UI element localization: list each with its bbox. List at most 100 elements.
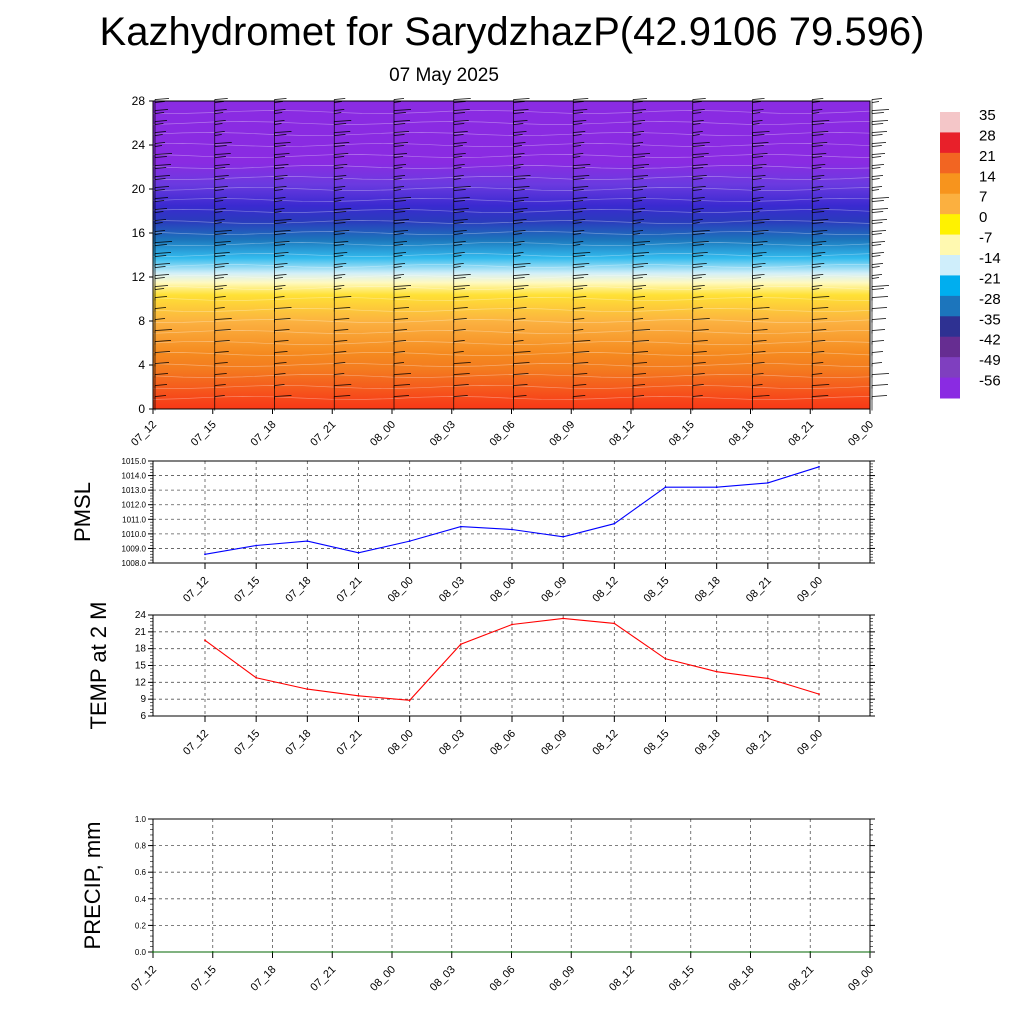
wind-barb-flag (334, 153, 349, 155)
isoline (152, 121, 871, 125)
wind-barb-flag (214, 178, 225, 180)
wind-barb-flag (812, 288, 820, 290)
wind-barb-flag (214, 175, 229, 177)
wind-barb-flag (453, 277, 466, 279)
wind-barb-flag (393, 120, 411, 122)
isoline (152, 176, 871, 180)
wind-barb-flag (871, 219, 888, 221)
wind-barb-flag (513, 241, 525, 243)
temp-y-tick-label: 18 (135, 644, 147, 655)
wind-barb-flag (573, 288, 584, 290)
wind-barb-flag (871, 285, 890, 287)
wind-barb-flag (573, 142, 585, 144)
pmsl-y-tick-label: 1013.0 (122, 486, 147, 495)
pmsl-x-tick-label: 08_00 (386, 575, 416, 605)
wind-barb-flag (632, 288, 643, 290)
wind-barb-flag (274, 277, 283, 279)
wind-barb-flag (632, 233, 641, 235)
wind-barb-flag (334, 112, 342, 114)
wind-barb-flag (453, 189, 466, 191)
wind-barb-flag (692, 255, 704, 257)
page-title: Kazhydromet for SarydzhazP(42.9106 79.59… (99, 10, 925, 54)
wind-barb-flag (393, 274, 405, 276)
wind-barb-flag (573, 252, 591, 254)
wind-barb-flag (752, 318, 769, 320)
wind-barb-flag (334, 197, 345, 199)
wind-barb-flag (393, 296, 411, 298)
temp-y-tick-label: 6 (140, 711, 146, 722)
pmsl-data-point (613, 522, 616, 525)
cross-section-x-tick-label: 08_12 (607, 419, 637, 449)
wind-barb-flag (573, 145, 581, 147)
wind-barb-flag (393, 186, 405, 188)
isoline (152, 165, 871, 169)
precip-data-point (689, 951, 692, 953)
wind-barb-flag (513, 123, 524, 125)
wind-barb-flag (274, 255, 285, 257)
wind-barb-flag (513, 384, 528, 386)
wind-barb-flag (632, 362, 648, 364)
temp-y-tick-label: 15 (135, 661, 147, 672)
wind-barb-flag (632, 244, 645, 246)
wind-barb-flag (214, 112, 224, 114)
wind-barb-flag (752, 384, 763, 386)
colorbar-label: 7 (979, 189, 987, 206)
wind-barb-flag (453, 296, 469, 298)
wind-barb-flag (154, 373, 169, 375)
wind-barb-flag (214, 307, 225, 309)
wind-barb-flag (513, 307, 527, 309)
wind-barb-flag (154, 329, 173, 331)
wind-barb-flag (692, 98, 706, 100)
wind-barb-flag (513, 98, 530, 100)
precip-data-point (331, 951, 334, 953)
wind-barb-flag (393, 277, 402, 279)
wind-barb-flag (393, 101, 402, 103)
wind-barb-flag (871, 167, 881, 169)
wind-barb-flag (871, 233, 882, 235)
wind-barb-flag (154, 112, 165, 114)
wind-barb-flag (453, 164, 465, 166)
wind-barb-flag (393, 112, 406, 114)
wind-barb-flag (692, 285, 705, 287)
wind-barb-flag (812, 244, 823, 246)
wind-barb-flag (453, 186, 471, 188)
wind-barb-flag (513, 131, 527, 133)
pmsl-data-point (306, 540, 309, 542)
wind-barb-flag (752, 230, 769, 232)
wind-barb-flag (871, 211, 884, 213)
colorbar-label: 0 (979, 209, 987, 226)
wind-barb-flag (274, 175, 288, 177)
wind-barb-flag (573, 219, 586, 221)
wind-barb-flag (214, 384, 226, 386)
wind-barb-flag (513, 285, 529, 287)
wind-barb-flag (632, 329, 651, 331)
wind-barb-flag (393, 362, 405, 364)
pmsl-y-tick-label: 1015.0 (122, 457, 147, 466)
isoline (152, 143, 871, 147)
wind-barb-flag (334, 189, 342, 191)
wind-barb-flag (871, 395, 888, 397)
wind-barb-flag (752, 211, 760, 213)
wind-barb-flag (334, 255, 344, 257)
precip-x-tick-label: 08_09 (547, 964, 577, 994)
wind-barb-flag (393, 219, 410, 221)
wind-barb-flag (274, 219, 292, 221)
wind-barb-flag (214, 189, 224, 191)
wind-barb-flag (573, 112, 584, 114)
cross-section-x-tick-label: 08_06 (488, 419, 518, 449)
wind-barb-flag (214, 373, 227, 375)
wind-barb-flag (214, 197, 227, 199)
wind-barb-flag (393, 241, 408, 243)
wind-barb-flag (393, 189, 402, 191)
wind-barb-flag (154, 175, 171, 177)
wind-barb-flag (752, 222, 765, 224)
wind-barb-flag (513, 175, 531, 177)
isoline (152, 242, 871, 246)
precip-x-tick-label: 07_15 (189, 964, 219, 994)
wind-barb-flag (632, 164, 650, 166)
wind-barb-flag (274, 241, 290, 243)
cross-section-field (153, 101, 870, 409)
wind-barb-flag (274, 156, 286, 158)
wind-barb-flag (274, 167, 285, 169)
wind-barb-flag (274, 120, 285, 122)
